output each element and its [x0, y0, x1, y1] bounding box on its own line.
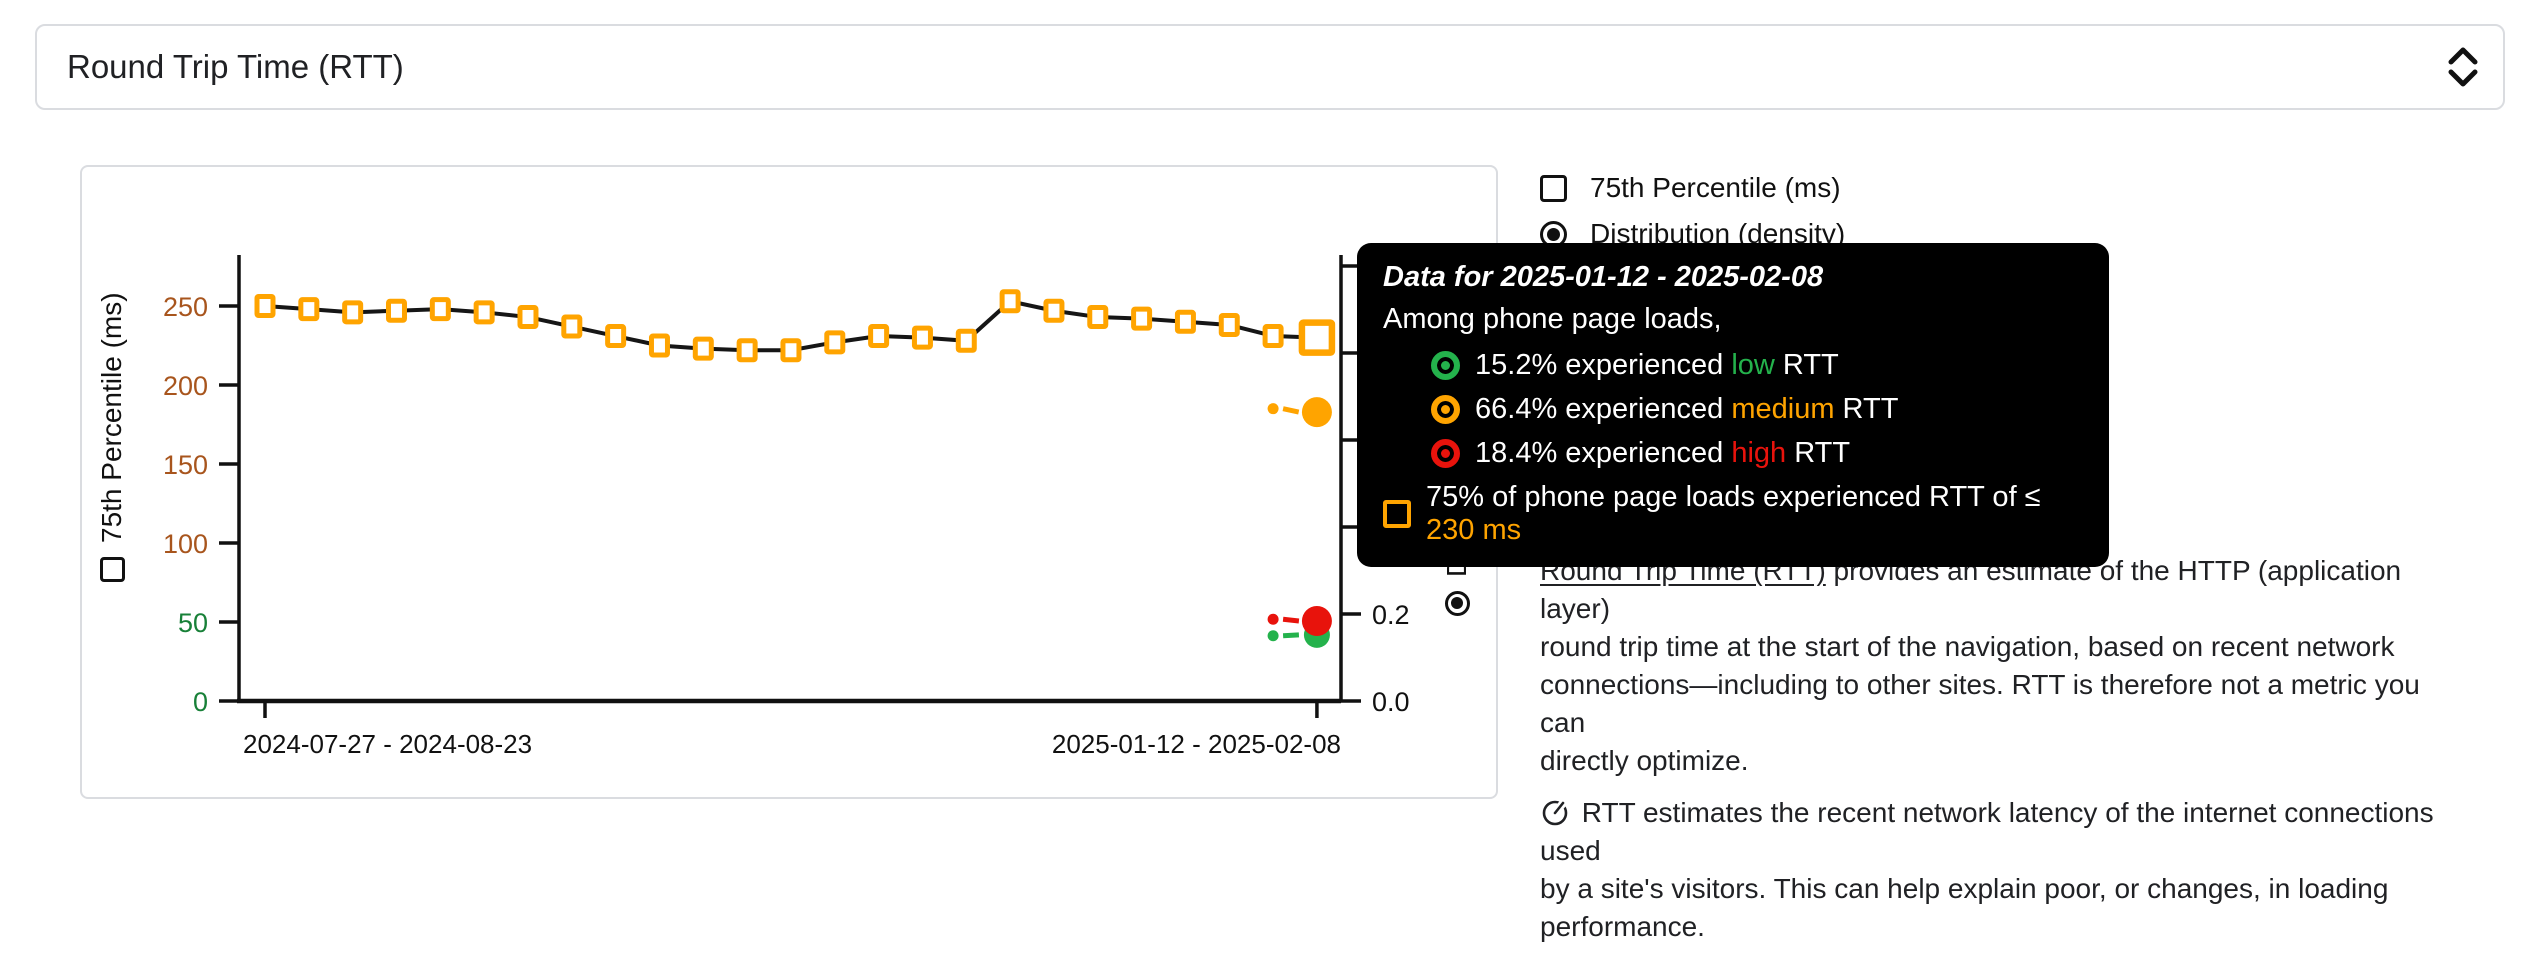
rtt-marker[interactable] [955, 328, 977, 353]
rtt-marker[interactable] [780, 338, 802, 363]
rtt-marker[interactable] [692, 336, 714, 361]
tooltip-row-high: 18.4% experienced high RTT [1431, 437, 2083, 470]
select-arrows-icon [2448, 47, 2478, 87]
metric-select[interactable]: Round Trip Time (RTT) [35, 24, 2505, 110]
density-segment [1282, 406, 1300, 415]
series-legend: 75th Percentile (ms) Distribution (densi… [1540, 172, 1845, 250]
low-dot-icon [1431, 351, 1460, 380]
chart-tooltip: Data for 2025-01-12 - 2025-02-08 Among p… [1357, 243, 2109, 567]
legend-item-75th-percentile[interactable]: 75th Percentile (ms) [1540, 172, 1845, 204]
legend-label: 75th Percentile (ms) [1590, 172, 1841, 203]
y-tick-label: 0 [193, 687, 208, 717]
density-point-hovered[interactable] [1301, 605, 1332, 636]
medium-dot-icon [1431, 395, 1460, 424]
y-tick-label: 50 [178, 608, 208, 638]
tooltip-row-p75: 75% of phone page loads experienced RTT … [1383, 481, 2083, 547]
high-dot-icon [1431, 439, 1460, 468]
rtt-marker[interactable] [911, 325, 933, 350]
rtt-marker[interactable] [1174, 309, 1196, 334]
x-tick-label: 2025-01-12 - 2025-02-08 [1052, 729, 1341, 759]
rtt-marker[interactable] [517, 305, 539, 330]
density-tick-label: 0.2 [1372, 600, 1410, 630]
checkbox-unchecked-icon[interactable] [99, 557, 125, 582]
rtt-marker-hovered[interactable] [1298, 319, 1336, 356]
rtt-marker[interactable] [342, 300, 364, 325]
rtt-marker[interactable] [736, 338, 758, 363]
high-word: high [1731, 437, 1787, 469]
p75-square-icon [1383, 500, 1411, 528]
rtt-explain-paragraph: RTT estimates the recent network latency… [1540, 797, 2434, 942]
metric-select-value: Round Trip Time (RTT) [67, 48, 404, 85]
rtt-marker[interactable] [561, 314, 583, 339]
rtt-marker[interactable] [868, 324, 890, 349]
tooltip-subtitle: Among phone page loads, [1383, 303, 1722, 335]
rtt-marker[interactable] [1043, 298, 1065, 323]
y-tick-label: 150 [163, 450, 208, 480]
density-point[interactable] [1267, 613, 1279, 625]
y-tick-label: 200 [163, 371, 208, 401]
gauge-icon [1542, 799, 1568, 826]
checkbox-unchecked-icon[interactable] [1540, 174, 1567, 202]
density-point-hovered[interactable] [1301, 397, 1332, 428]
left-axis-label: 75th Percentile (ms) [96, 292, 128, 582]
y-tick-label: 250 [163, 292, 208, 322]
density-point[interactable] [1267, 630, 1279, 642]
rtt-marker[interactable] [999, 289, 1021, 314]
p75-value: 230 ms [1426, 514, 1522, 546]
metric-description: Round Trip Time (RTT) provides an estima… [1540, 552, 2440, 960]
rtt-marker[interactable] [824, 330, 846, 355]
rtt-marker[interactable] [254, 294, 276, 318]
density-segment [1282, 632, 1300, 639]
tooltip-row-low: 15.2% experienced low RTT [1431, 349, 2083, 382]
rtt-marker[interactable] [298, 297, 320, 322]
radio-selected-icon[interactable] [1444, 591, 1470, 616]
rtt-marker[interactable] [429, 297, 451, 322]
density-tick-label: 0.0 [1372, 687, 1410, 717]
low-word: low [1731, 349, 1775, 381]
density-segment [1282, 616, 1300, 624]
density-point[interactable] [1267, 403, 1279, 415]
tooltip-title: Data for 2025-01-12 - 2025-02-08 [1383, 261, 1824, 293]
rtt-chart[interactable]: 0501001502002500.00.20.40.60.81.02024-07… [82, 167, 1496, 797]
tooltip-row-medium: 66.4% experienced medium RTT [1431, 393, 2083, 426]
rtt-marker[interactable] [385, 298, 407, 323]
rtt-marker[interactable] [1218, 312, 1240, 337]
y-tick-label: 100 [163, 529, 208, 559]
chart-card: 0501001502002500.00.20.40.60.81.02024-07… [80, 165, 1498, 799]
rtt-definition-paragraph: Round Trip Time (RTT) provides an estima… [1540, 555, 2420, 776]
rtt-marker[interactable] [1262, 324, 1284, 349]
rtt-marker[interactable] [473, 300, 495, 325]
rtt-marker[interactable] [605, 324, 627, 349]
x-tick-label: 2024-07-27 - 2024-08-23 [243, 729, 532, 759]
rtt-marker[interactable] [1131, 306, 1153, 331]
rtt-marker[interactable] [648, 333, 670, 358]
rtt-marker[interactable] [1087, 305, 1109, 330]
medium-word: medium [1731, 393, 1835, 425]
